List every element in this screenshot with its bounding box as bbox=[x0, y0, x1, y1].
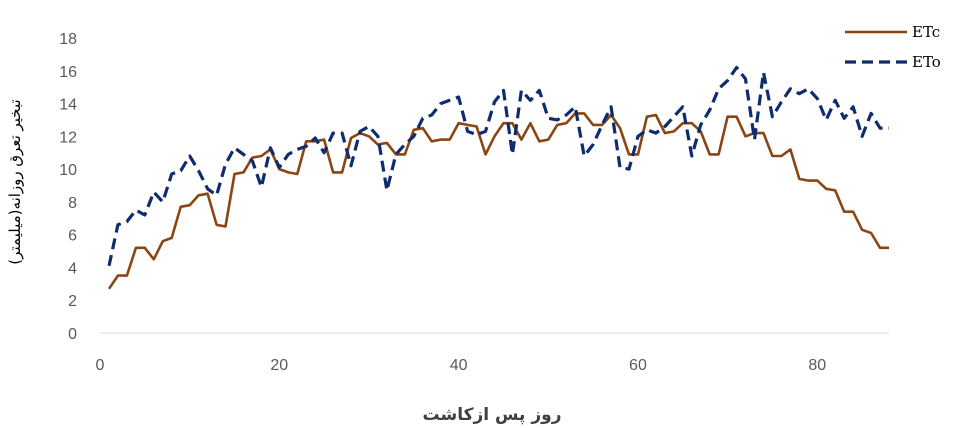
x-axis-ticks: 0 20 40 60 80 bbox=[96, 357, 827, 374]
legend-label-eto: ETo bbox=[912, 53, 941, 71]
y-tick-label: 14 bbox=[59, 97, 77, 114]
y-tick-label: 4 bbox=[68, 260, 77, 277]
series-line-etc bbox=[107, 112, 889, 290]
y-tick-label: 16 bbox=[59, 64, 77, 81]
y-tick-label: 8 bbox=[68, 195, 77, 212]
y-tick-label: 2 bbox=[68, 293, 77, 310]
series-layer bbox=[107, 65, 889, 290]
x-tick-label: 60 bbox=[629, 357, 647, 374]
y-tick-label: 6 bbox=[68, 228, 77, 245]
x-tick-label: 20 bbox=[270, 357, 288, 374]
y-tick-label: 0 bbox=[68, 326, 77, 343]
y-axis-ticks: 0 2 4 6 8 10 12 14 16 18 bbox=[59, 31, 77, 343]
y-axis-label: تبخیر تعرق روزانه(میلیمتر) bbox=[6, 99, 24, 264]
y-tick-label: 18 bbox=[59, 31, 77, 48]
y-tick-label: 10 bbox=[59, 162, 77, 179]
x-tick-label: 0 bbox=[96, 357, 105, 374]
x-axis-label: روز پس ازکاشت bbox=[423, 405, 562, 425]
x-tick-label: 80 bbox=[808, 357, 826, 374]
y-tick-label: 12 bbox=[59, 129, 77, 146]
legend-label-etc: ETc bbox=[912, 23, 940, 41]
series-line-eto bbox=[107, 65, 889, 267]
x-tick-label: 40 bbox=[450, 357, 468, 374]
legend: ETc ETo bbox=[845, 23, 941, 71]
